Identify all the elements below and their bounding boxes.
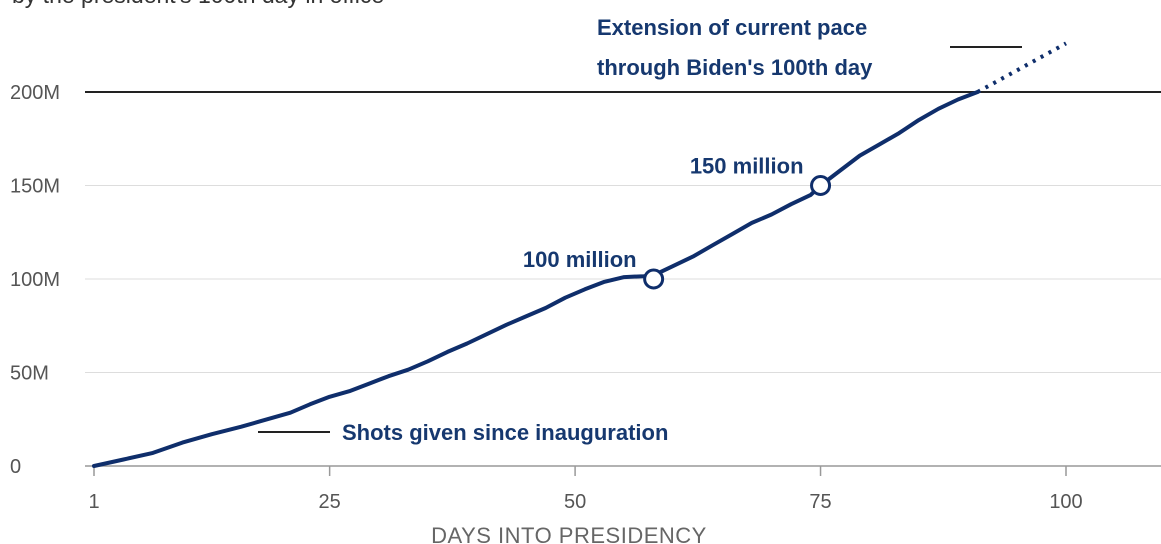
x-tick-label: 100 [1049,491,1082,513]
series-lines [92,41,1067,468]
y-tick-label: 0 [10,456,21,478]
y-tick-label: 50M [10,363,49,385]
x-tick-label: 25 [319,491,341,513]
x-tick-label: 50 [564,491,586,513]
series-line-shots [92,90,980,468]
annotations: Shots given since inauguration Extension… [258,15,1022,445]
extension-label-line1: Extension of current pace [597,15,867,40]
milestone-marker [810,175,832,196]
milestone-markers: 100 million 150 million [523,154,832,290]
shots-label: Shots given since inauguration [342,420,668,445]
extension-label-line2: through Biden's 100th day [597,55,873,80]
y-tick-label: 200M [10,82,60,104]
y-tick-label: 150M [10,176,60,198]
chart-subtitle: by the president's 100th day in office [12,0,384,9]
x-axis-title: DAYS INTO PRESIDENCY [431,523,707,544]
milestone-label: 150 million [690,154,804,179]
milestone-label: 100 million [523,247,637,272]
series-line-projection [976,41,1067,94]
y-tick-label: 100M [10,269,60,291]
milestone-marker [643,268,665,290]
x-tick-label: 1 [88,491,99,513]
x-tick-label: 75 [809,491,831,513]
axes: 0 50M 100M 150M 200M 1 25 50 75 100 [10,82,1161,513]
